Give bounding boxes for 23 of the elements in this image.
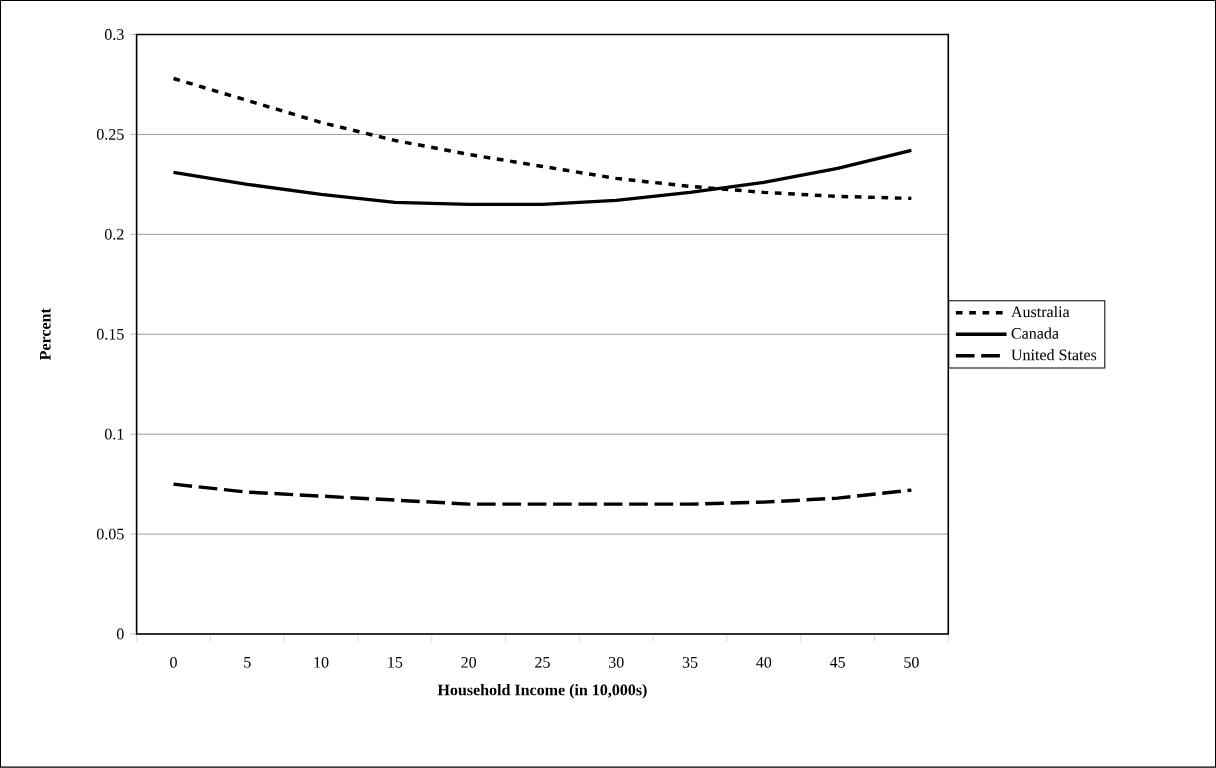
x-tick-label: 20 — [461, 657, 477, 668]
x-tick-label: 0 — [170, 657, 177, 668]
x-tick-label: 35 — [682, 657, 698, 668]
y-axis-title: Percent — [40, 308, 51, 361]
y-tick-label: 0.1 — [104, 428, 124, 440]
y-tick-label: 0.05 — [96, 528, 124, 540]
legend-label: United States — [1011, 349, 1097, 361]
x-axis-title: Household Income (in 10,000s) — [437, 684, 647, 699]
x-tick-label: 5 — [244, 657, 251, 668]
x-tick-label: 40 — [756, 657, 772, 668]
x-tick-label: 50 — [904, 657, 919, 668]
y-tick-label: 0.3 — [104, 29, 124, 41]
legend-label: Canada — [1011, 327, 1059, 339]
x-tick-label: 15 — [388, 657, 403, 668]
legend-label: Australia — [1011, 306, 1070, 318]
y-tick-label: 0.25 — [96, 129, 124, 141]
x-tick-label: 30 — [609, 657, 624, 668]
x-tick-label: 45 — [829, 657, 845, 668]
x-tick-label: 25 — [535, 657, 550, 668]
y-tick-label: 0.15 — [96, 329, 124, 340]
y-tick-label: 0.2 — [104, 229, 124, 240]
y-tick-label: 0 — [116, 628, 124, 640]
x-tick-label: 10 — [314, 657, 329, 668]
